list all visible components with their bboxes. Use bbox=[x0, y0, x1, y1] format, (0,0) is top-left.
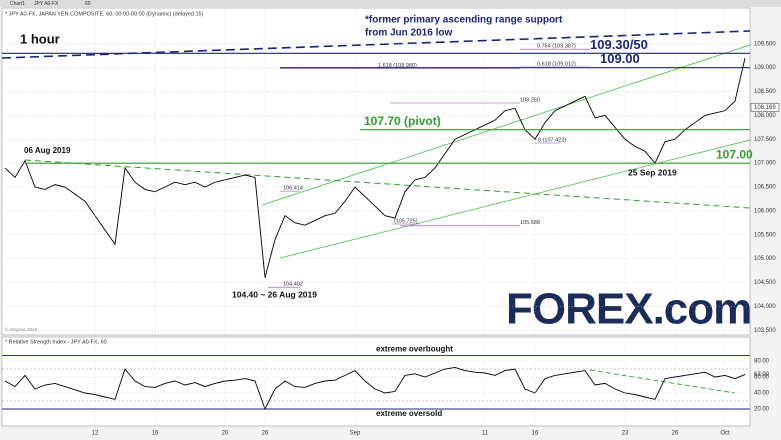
trend-line bbox=[24, 159, 751, 209]
rsi-trend-line bbox=[589, 369, 736, 394]
y-tick-label: 60.00 bbox=[754, 375, 770, 381]
x-tick-label: 26 bbox=[262, 431, 269, 437]
x-tick-label: 11 bbox=[482, 431, 489, 437]
rsi-level-label: extreme oversold bbox=[376, 409, 442, 418]
level-label: 109.30/50 bbox=[590, 37, 648, 52]
annotation: from Jun 2016 low bbox=[365, 28, 452, 39]
annotation: *former primary ascending range support bbox=[365, 15, 563, 26]
rsi-level-label: extreme overbought bbox=[376, 345, 453, 354]
y-tick-label: 104.000 bbox=[754, 304, 776, 310]
price-line bbox=[4, 366, 746, 411]
last-price-box bbox=[750, 103, 780, 112]
level-label: 107.70 (pivot) bbox=[364, 114, 441, 128]
rsi-last-label: 63.00 bbox=[754, 372, 770, 378]
x-tick-label: Oct bbox=[720, 431, 730, 437]
fib-label: 105.688 bbox=[520, 220, 540, 226]
toolbar-item[interactable]: JPY A0-FX bbox=[34, 1, 59, 7]
annotation: 1 hour bbox=[20, 31, 60, 46]
y-tick-label: 106.500 bbox=[754, 185, 776, 191]
last-price-label: 108.169 bbox=[754, 105, 776, 111]
x-tick-label: 16 bbox=[532, 431, 539, 437]
watermark: FOREX.com bbox=[506, 285, 751, 334]
x-tick-label: 12 bbox=[92, 431, 99, 437]
y-tick-label: 105.500 bbox=[754, 232, 776, 238]
y-tick-label: 108.000 bbox=[754, 113, 776, 119]
rsi-panel bbox=[1, 336, 751, 427]
toolbar bbox=[0, 0, 781, 7]
y-tick-label: 108.500 bbox=[754, 89, 776, 95]
fib-label: 1.618 (108.980) bbox=[378, 63, 417, 69]
price-line bbox=[4, 58, 746, 278]
annotation: 25 Sep 2019 bbox=[628, 167, 677, 177]
annotation: 104.40 ~ 26 Aug 2019 bbox=[232, 289, 317, 299]
y-tick-label: 105.000 bbox=[754, 256, 776, 262]
y-tick-label: 107.000 bbox=[754, 161, 776, 167]
y-tick-label: 40.00 bbox=[754, 391, 770, 397]
fib-label: 0.764 (109.387) bbox=[537, 44, 576, 50]
annotation: 06 Aug 2019 bbox=[24, 146, 71, 155]
x-tick-label: 26 bbox=[672, 431, 679, 437]
fib-label: 104.402 bbox=[283, 282, 303, 288]
x-tick-label: Sep bbox=[350, 431, 361, 437]
fib-label: 108.260 bbox=[520, 97, 540, 103]
y-tick-label: 80.00 bbox=[754, 359, 770, 365]
channel-line bbox=[279, 139, 751, 259]
fib-label: 106.414 bbox=[283, 186, 303, 192]
y-tick-label: 104.500 bbox=[754, 280, 776, 286]
rsi-title: * Relative Strength Index - JPY A0-FX, 6… bbox=[5, 339, 107, 345]
fib-label: 0.618 (109.012) bbox=[537, 62, 576, 68]
level-label: 107.00 bbox=[716, 147, 753, 161]
channel-line bbox=[261, 44, 751, 206]
y-tick-label: 103.500 bbox=[754, 328, 776, 334]
copyright: © eSignal, 2019 bbox=[5, 326, 38, 332]
x-tick-label: 20 bbox=[222, 431, 229, 437]
x-tick-label: 23 bbox=[622, 431, 629, 437]
y-tick-label: 109.000 bbox=[754, 65, 776, 71]
y-tick-label: 20.00 bbox=[754, 407, 770, 413]
y-tick-label: 107.500 bbox=[754, 137, 776, 143]
fib-label: (105.725) bbox=[394, 218, 418, 224]
price-title: * JPY A0-FX, JAPAN YEN COMPOSITE, 60, 00… bbox=[5, 11, 204, 17]
y-tick-label: 106.000 bbox=[754, 208, 776, 214]
x-tick-label: 16 bbox=[152, 431, 159, 437]
toolbar-item[interactable]: 60 bbox=[85, 1, 91, 7]
y-tick-label: 109.500 bbox=[754, 41, 776, 47]
toolbar-item[interactable]: Chart1 bbox=[10, 1, 25, 7]
level-label: 109.00 bbox=[600, 51, 640, 66]
fib-label: 0 (107.422) bbox=[538, 137, 566, 143]
trend-line bbox=[1, 30, 751, 59]
